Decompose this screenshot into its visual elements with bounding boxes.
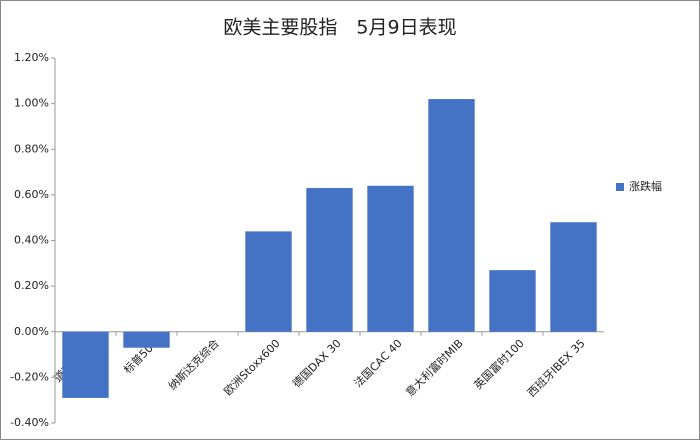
y-tick-label: 0.00% xyxy=(14,325,49,338)
bar xyxy=(306,188,353,332)
bar xyxy=(123,331,170,348)
bar xyxy=(550,222,597,332)
y-tick-label: -0.20% xyxy=(10,370,49,383)
bar xyxy=(62,331,109,398)
y-tick-label: 0.40% xyxy=(14,234,49,247)
bar xyxy=(489,270,536,332)
bar xyxy=(428,99,475,332)
chart-title: 欧美主要股指 5月9日表现 xyxy=(223,17,456,39)
legend-swatch xyxy=(616,183,624,191)
y-tick-label: 1.20% xyxy=(14,51,49,64)
legend-label: 涨跌幅 xyxy=(629,179,662,193)
bar xyxy=(367,185,414,332)
y-tick-label: -0.40% xyxy=(10,416,49,429)
y-tick-label: 0.20% xyxy=(14,279,49,292)
y-tick-label: 0.60% xyxy=(14,188,49,201)
y-tick-label: 0.80% xyxy=(14,142,49,155)
y-tick-label: 1.00% xyxy=(14,97,49,110)
bar xyxy=(245,231,292,332)
